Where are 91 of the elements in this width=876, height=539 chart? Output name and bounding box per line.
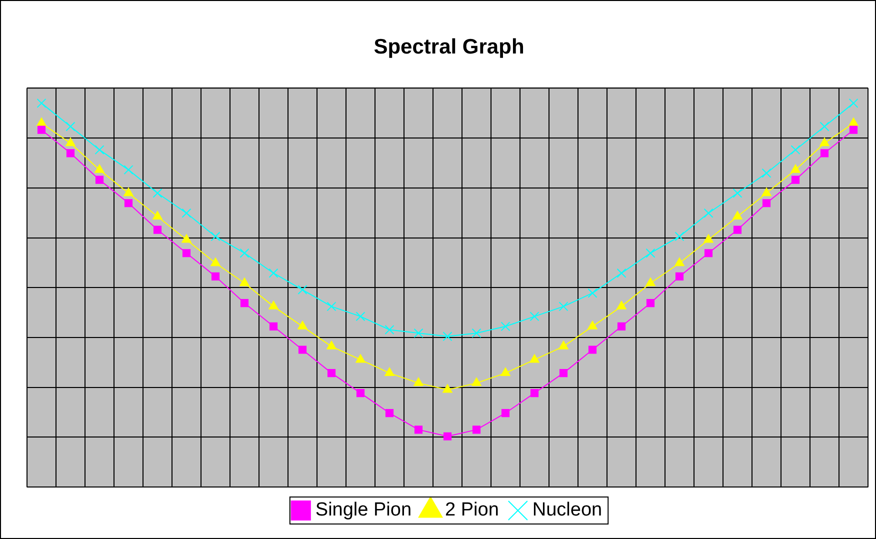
point [298,285,308,295]
point [66,122,76,132]
point [588,320,598,330]
point [820,138,830,146]
point [94,164,104,173]
point [240,278,250,286]
point [472,378,482,386]
point [95,176,104,184]
point [384,368,394,376]
point [849,126,858,134]
point [530,312,540,322]
point [327,369,336,378]
point [472,426,481,434]
point [36,118,46,126]
point [733,226,742,234]
point [732,188,742,198]
point [414,328,424,338]
point [414,426,423,434]
point [210,232,220,242]
point [848,98,858,108]
point [240,248,250,258]
point [616,300,626,310]
point [66,149,75,158]
point [442,384,452,393]
point [182,234,192,243]
point [269,322,278,330]
point [558,340,568,350]
point [646,278,656,286]
chart-title: Spectral Graph [374,35,524,58]
point [356,354,366,363]
legend-label: Nucleon [532,500,602,521]
point [762,188,772,196]
point [530,389,539,398]
point [384,325,394,334]
point [356,312,366,322]
point [152,210,162,220]
point [588,288,598,298]
point [848,118,858,126]
point [94,145,104,155]
point [732,210,742,220]
point [646,299,655,308]
point [443,432,452,440]
point [124,165,134,175]
point [326,302,336,312]
point [326,340,336,350]
point [588,346,597,354]
point [211,272,220,280]
point [298,320,308,330]
point [182,249,191,258]
point [762,199,771,208]
point [414,378,424,386]
legend-label: 2 Pion [445,500,499,521]
point [298,346,307,354]
point [472,328,482,338]
point [674,232,684,242]
point [820,149,829,158]
point [182,208,192,218]
point [530,354,540,363]
point [442,332,452,342]
point [124,199,133,208]
point [790,145,800,155]
point [646,248,656,258]
point [791,176,800,184]
legend-label: Single Pion [315,500,412,521]
point [153,226,162,234]
point [268,268,278,278]
point [356,389,365,398]
point [268,300,278,310]
point [559,369,568,378]
point [820,122,830,132]
point [762,168,772,178]
point [501,409,510,418]
point [124,188,134,196]
point [558,302,568,312]
point [616,268,626,278]
point [704,234,714,243]
point [500,322,510,332]
point [675,272,684,280]
point [210,258,220,266]
point [790,164,800,173]
point [152,188,162,198]
point [704,249,713,258]
point [240,299,249,308]
point [37,126,46,134]
point [704,208,714,218]
point [36,98,46,108]
point [617,322,626,330]
point [66,138,76,146]
point [500,368,510,376]
point [385,409,394,418]
point [674,258,684,266]
